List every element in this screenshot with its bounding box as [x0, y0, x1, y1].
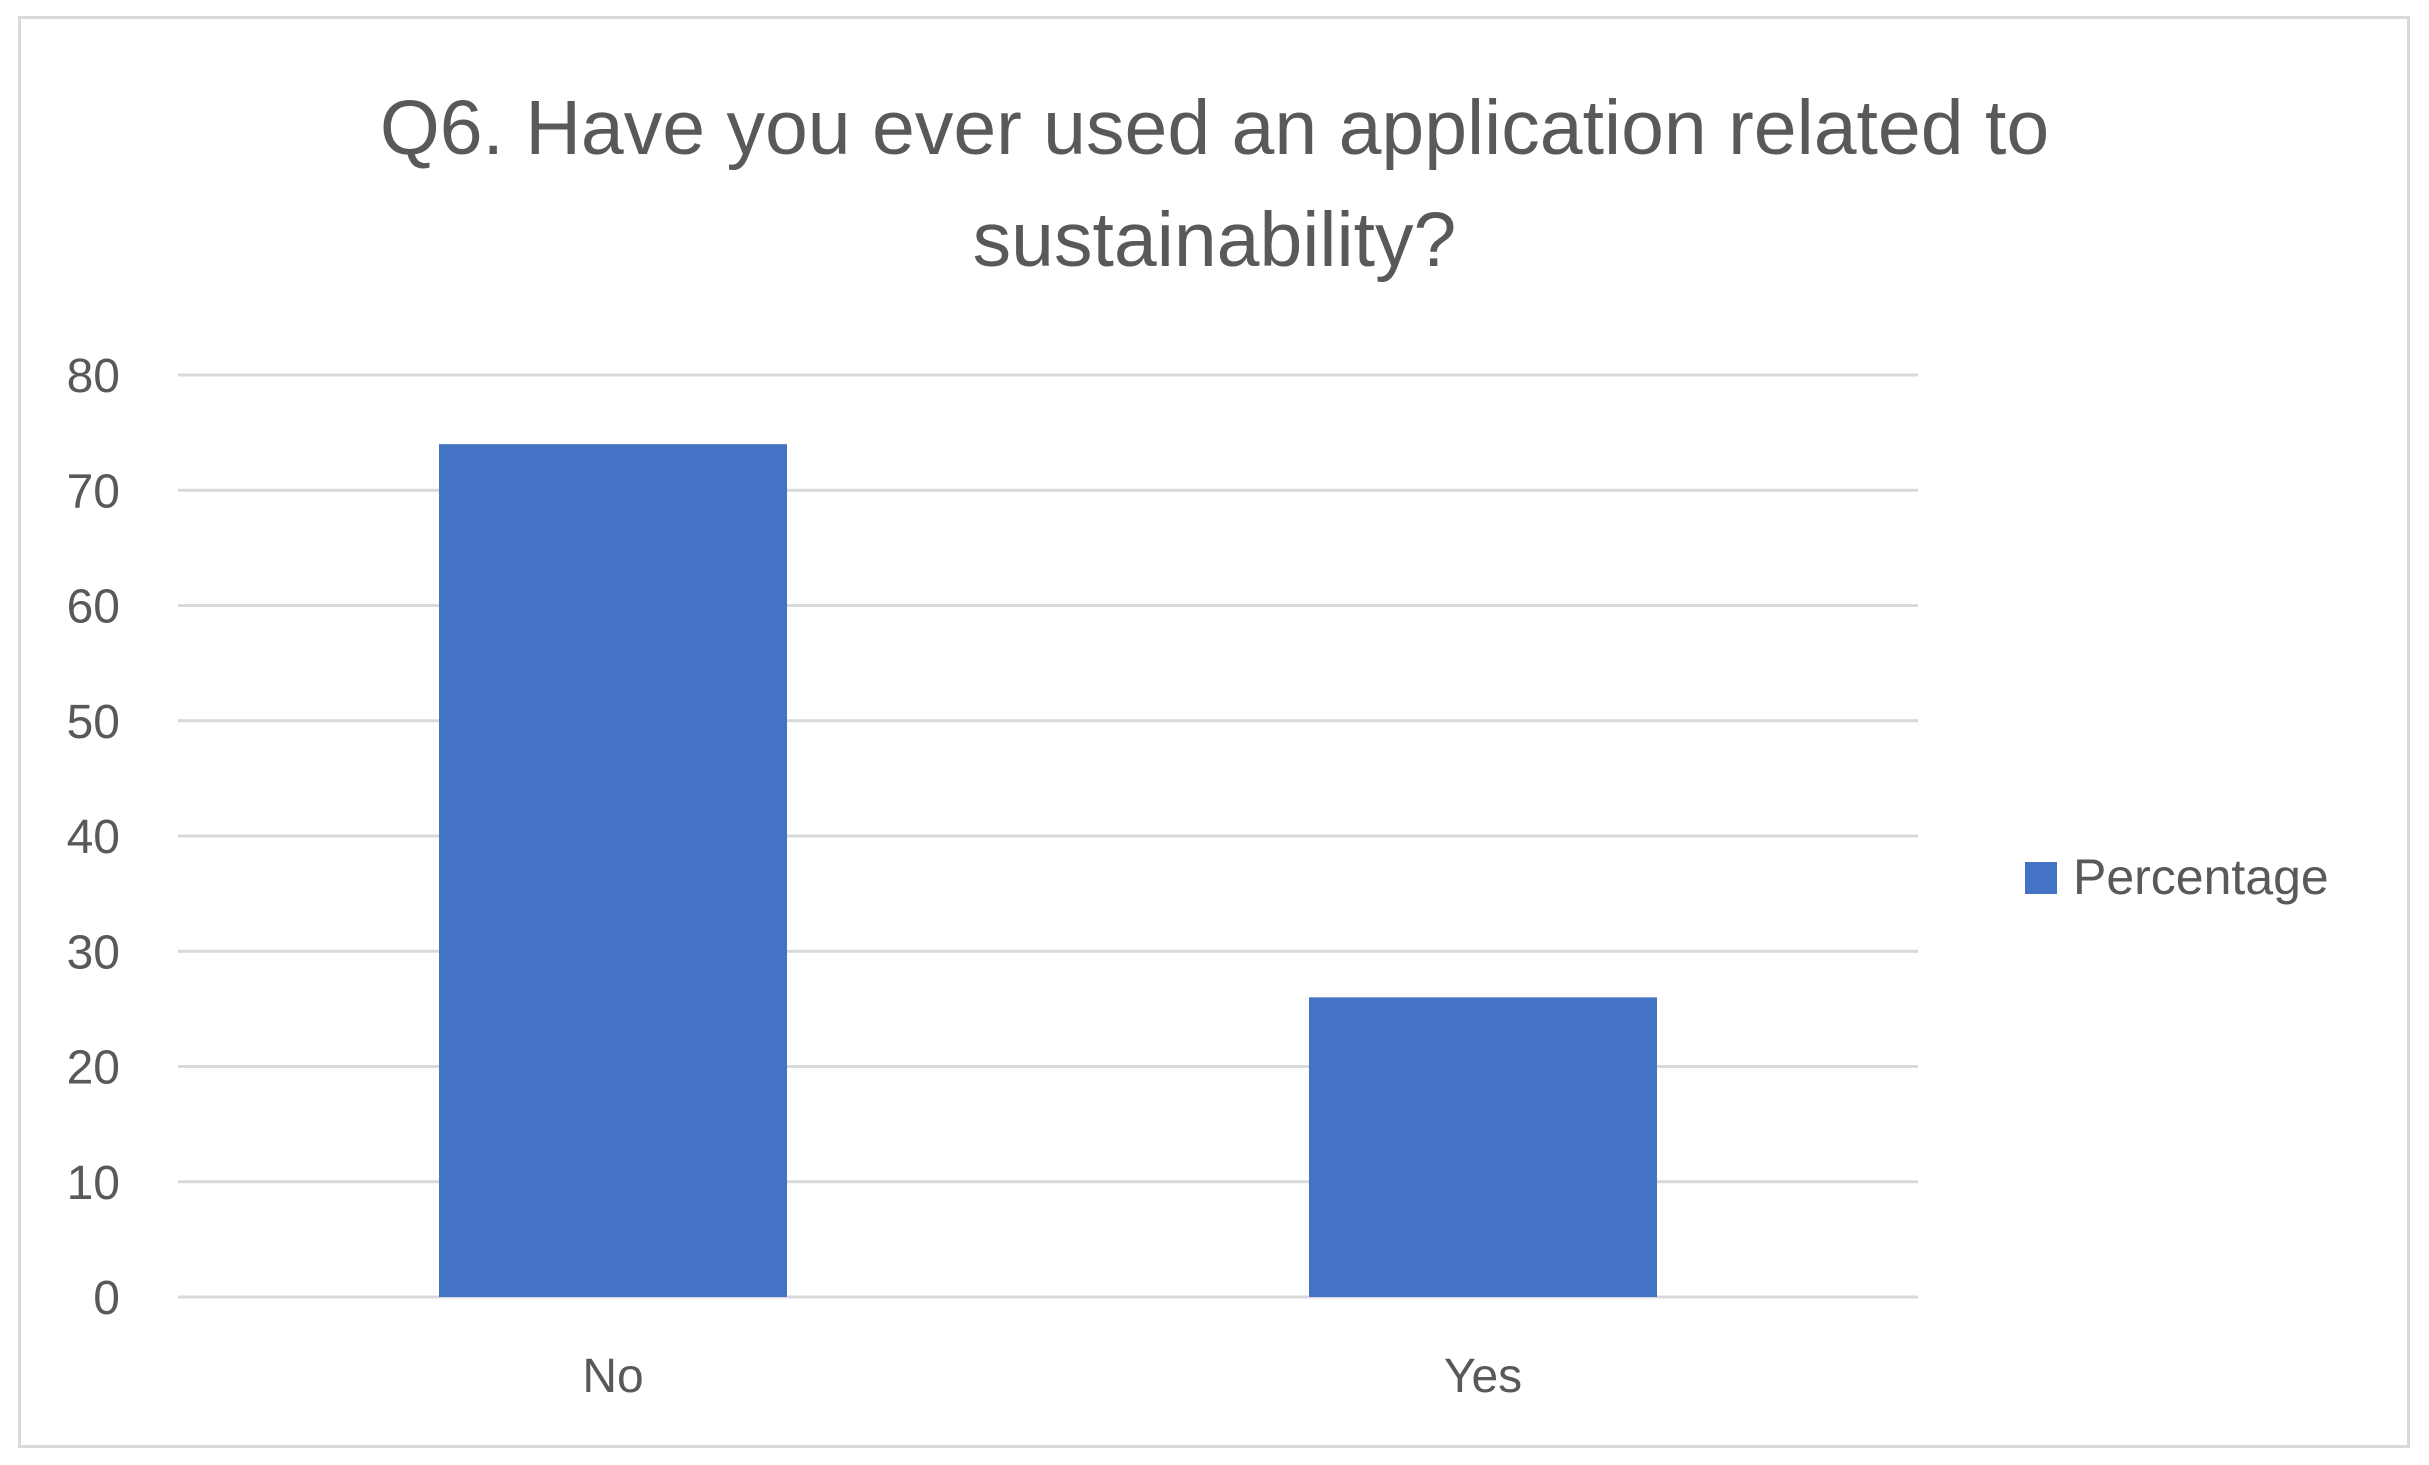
chart-title: Q6. Have you ever used an application re…	[379, 85, 2050, 283]
y-tick-label: 70	[67, 465, 120, 518]
legend: Percentage	[2025, 849, 2329, 905]
y-tick-label: 30	[67, 926, 120, 979]
bar-no	[439, 444, 787, 1297]
y-tick-label: 80	[67, 350, 120, 403]
bars	[439, 444, 1657, 1297]
y-tick-label: 50	[67, 696, 120, 749]
bar-yes	[1309, 997, 1657, 1297]
chart-frame	[18, 16, 2410, 1448]
legend-label: Percentage	[2073, 849, 2329, 905]
x-tick-label: No	[582, 1350, 643, 1403]
y-tick-label: 0	[93, 1272, 120, 1325]
y-axis-ticks: 0 10 20 30 40 50 60 70 80	[67, 350, 120, 1325]
x-tick-label: Yes	[1444, 1350, 1522, 1403]
y-tick-label: 10	[67, 1157, 120, 1210]
legend-swatch	[2025, 862, 2057, 894]
x-axis-ticks: No Yes	[582, 1350, 1522, 1403]
y-tick-label: 60	[67, 581, 120, 634]
y-tick-label: 20	[67, 1042, 120, 1095]
y-tick-label: 40	[67, 811, 120, 864]
